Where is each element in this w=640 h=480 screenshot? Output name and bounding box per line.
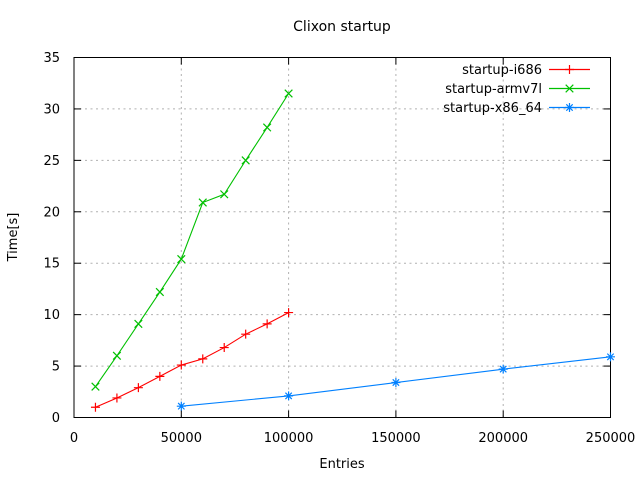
y-tick-label: 30: [43, 102, 60, 117]
gridlines: [74, 57, 611, 418]
x-tick-label: 250000: [586, 431, 636, 446]
cross-marker-icon: [262, 123, 272, 132]
x-tick-label: 200000: [478, 431, 528, 446]
y-tick-label: 25: [43, 154, 60, 169]
asterisk-marker-icon: [606, 352, 615, 362]
x-tick-labels: 0 50000 100000 150000 200000 250000: [70, 431, 635, 446]
cross-marker-icon: [177, 254, 186, 264]
x-axis-label: Entries: [319, 457, 365, 472]
cross-marker-icon: [91, 382, 100, 391]
chart-title: Clixon startup: [293, 19, 391, 35]
series-startup-i686: [90, 308, 294, 412]
asterisk-marker-icon: [498, 364, 508, 374]
y-tick-label: 5: [52, 360, 60, 375]
y-tick-label: 20: [43, 205, 60, 220]
plus-marker-icon: [133, 383, 143, 393]
y-axis-label: Time[s]: [6, 213, 21, 263]
cross-marker-icon: [565, 84, 574, 93]
asterisk-marker-icon: [391, 378, 401, 388]
plus-marker-icon: [112, 393, 122, 403]
legend-entry: startup-armv7l: [445, 82, 590, 97]
asterisk-marker-icon: [565, 103, 574, 112]
plus-marker-icon: [155, 371, 165, 381]
series-line: [95, 312, 289, 408]
x-tick-label: 150000: [371, 431, 421, 446]
legend-entry: startup-i686: [462, 63, 590, 78]
plus-marker-icon: [241, 329, 251, 339]
asterisk-marker-icon: [176, 401, 186, 411]
plus-marker-icon: [284, 308, 294, 318]
plus-marker-icon: [565, 65, 574, 74]
legend-entry: startup-x86_64: [443, 101, 590, 116]
y-tick-label: 0: [52, 411, 60, 426]
asterisk-marker-icon: [284, 391, 294, 401]
legend: startup-i686 startup-armv7l startup-x86_64: [443, 63, 590, 116]
series-line: [95, 93, 290, 387]
cross-marker-icon: [219, 190, 229, 199]
cross-marker-icon: [241, 156, 250, 165]
series-group: [90, 89, 615, 412]
y-tick-label: 10: [43, 308, 60, 323]
plus-marker-icon: [262, 319, 272, 329]
plus-marker-icon: [176, 360, 186, 370]
y-tick-label: 35: [43, 51, 60, 66]
legend-label: startup-armv7l: [445, 82, 542, 97]
y-tick-label: 15: [43, 257, 60, 272]
plus-marker-icon: [198, 354, 208, 364]
cross-marker-icon: [198, 198, 207, 207]
x-tick-label: 50000: [161, 431, 202, 446]
plus-marker-icon: [219, 343, 229, 353]
cross-marker-icon: [284, 89, 293, 98]
x-tick-label: 100000: [264, 431, 314, 446]
series-startup-x86_64: [176, 352, 615, 411]
legend-label: startup-x86_64: [443, 101, 542, 116]
x-tick-label: 0: [70, 431, 78, 446]
plot-border: [73, 57, 611, 418]
plus-marker-icon: [90, 402, 100, 412]
y-tick-labels: 0 5 10 15 20 25 30 35: [43, 51, 60, 426]
cross-marker-icon: [155, 287, 165, 297]
series-startup-armv7l: [91, 89, 293, 391]
cross-marker-icon: [134, 319, 143, 329]
legend-label: startup-i686: [462, 63, 542, 78]
cross-marker-icon: [112, 351, 122, 361]
